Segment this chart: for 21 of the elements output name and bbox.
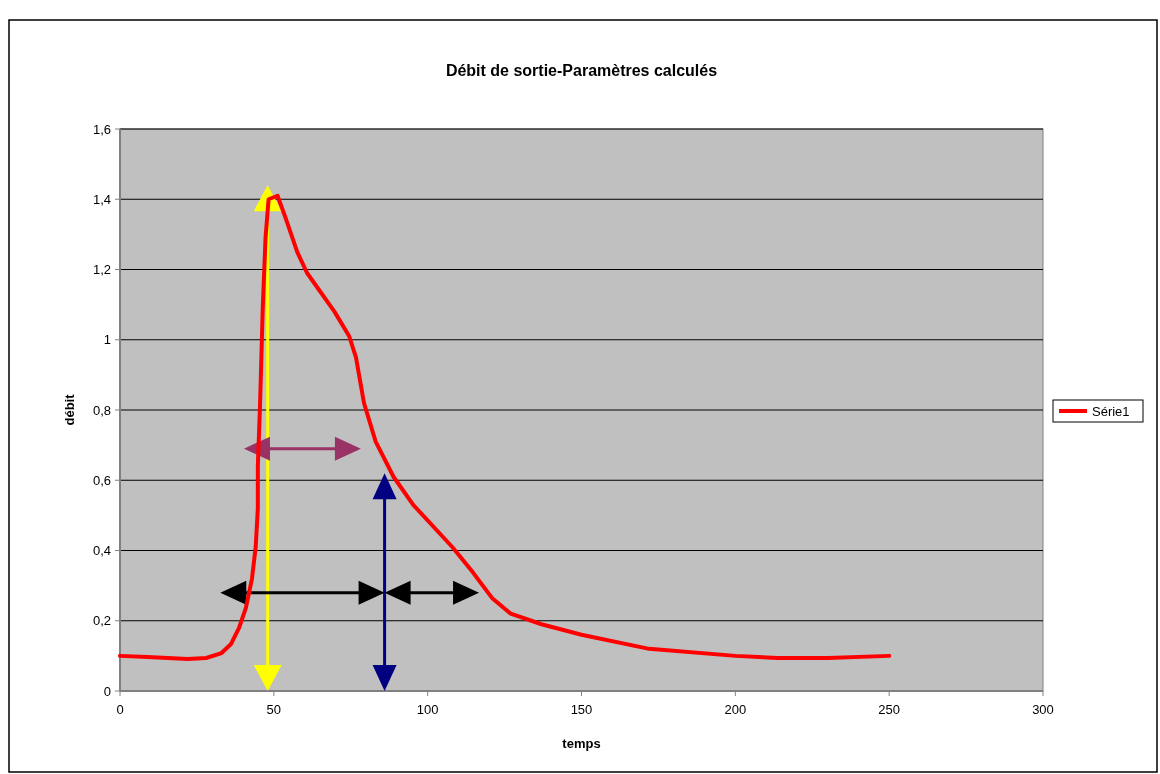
y-tick-label: 1 [103,332,111,348]
y-tick-label: 0,4 [92,543,111,559]
line-series [118,193,892,662]
x-tick-label: 0 [116,702,124,717]
chart-title: Débit de sortie-Paramètres calculés [445,62,718,79]
y-tick-label: 0,2 [92,613,111,629]
y-tick-label: 1,6 [92,121,111,137]
x-tick-label: 250 [878,702,901,717]
y-tick-label: 1,2 [92,262,111,278]
x-tick-label: 50 [266,702,282,717]
y-tick-label: 0 [103,683,111,699]
y-axis-title: débit [62,393,77,426]
x-axis-title: temps [562,736,601,751]
x-tick-label: 300 [1032,702,1054,717]
x-tick-label: 150 [570,702,593,717]
y-tick-label: 1,4 [92,191,111,207]
legend-label: Série1 [1092,403,1130,419]
y-tick-label: 0,8 [92,402,111,418]
y-tick-label: 0,6 [92,472,111,488]
x-tick-label: 200 [724,702,747,717]
x-tick-label: 100 [416,702,439,717]
